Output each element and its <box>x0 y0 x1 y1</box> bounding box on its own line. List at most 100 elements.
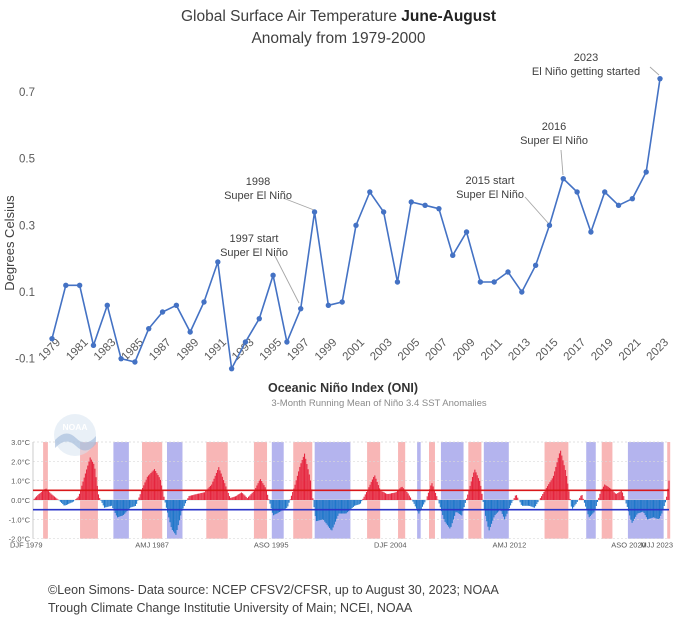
oni-bar <box>153 469 156 500</box>
oni-bar <box>88 461 90 500</box>
oni-bar <box>386 493 388 500</box>
oni-bar <box>431 483 433 500</box>
data-point <box>325 302 332 309</box>
annotation-1997: 1997 start Super El Niño <box>220 233 288 259</box>
oni-bar <box>620 490 622 500</box>
oni-bar <box>152 470 154 500</box>
oni-bar <box>63 500 65 506</box>
x-tick-label: 1997 <box>285 337 312 364</box>
oni-bar <box>242 493 244 500</box>
data-point <box>49 335 55 342</box>
oni-bar <box>477 478 479 500</box>
oni-bar <box>486 500 488 522</box>
oni-bar <box>641 500 643 513</box>
oni-bar <box>251 492 253 500</box>
oni-bar <box>457 500 459 514</box>
oni-bar <box>536 500 538 505</box>
data-point <box>560 175 566 182</box>
oni-bar <box>349 500 351 511</box>
oni-bar <box>387 494 389 500</box>
oni-bar <box>616 493 618 500</box>
oni-bar <box>118 500 120 518</box>
oni-bar <box>174 500 176 534</box>
oni-bar <box>128 500 131 509</box>
oni-bar <box>406 491 408 500</box>
oni-bar <box>76 497 78 500</box>
oni-bar <box>94 468 96 500</box>
oni-bar <box>389 493 391 500</box>
oni-bar <box>83 477 85 500</box>
oni-bar <box>592 500 594 514</box>
oni-bar <box>167 500 169 513</box>
oni-bar <box>591 500 593 515</box>
oni-y-tick-label: -2.0°C <box>9 535 31 544</box>
oni-bar <box>432 486 434 500</box>
oni-bar <box>329 500 331 529</box>
oni-bar <box>230 497 232 500</box>
data-point <box>284 339 290 345</box>
oni-bar <box>451 500 453 524</box>
oni-bar <box>181 500 183 512</box>
oni-bar <box>199 493 201 500</box>
x-tick-label: 2015 <box>534 337 561 364</box>
oni-bar <box>552 475 555 500</box>
oni-bar <box>102 500 104 506</box>
oni-bar <box>619 491 621 500</box>
oni-bar <box>544 489 546 500</box>
oni-bar <box>208 487 210 500</box>
oni-bar <box>218 467 220 500</box>
data-point <box>132 359 138 365</box>
annotation-2015: 2015 start Super El Niño <box>456 175 524 201</box>
data-point <box>505 269 511 275</box>
oni-bar <box>279 500 281 512</box>
oni-bar <box>71 500 73 503</box>
oni-bar <box>133 500 135 507</box>
oni-bar <box>580 495 582 500</box>
oni-bar <box>99 498 101 500</box>
oni-bar <box>298 471 300 500</box>
data-point <box>311 209 318 215</box>
oni-bar <box>228 496 231 500</box>
oni-bar <box>149 474 151 500</box>
oni-bar <box>80 489 82 500</box>
oni-bar <box>401 486 403 500</box>
data-point <box>477 279 484 285</box>
oni-bar <box>339 500 341 514</box>
data-point <box>270 272 276 279</box>
annotation-1998: 1998 Super El Niño <box>224 176 292 202</box>
oni-bar <box>146 476 148 500</box>
oni-bar <box>348 500 350 512</box>
oni-bar <box>469 485 471 500</box>
oni-bar <box>613 492 615 500</box>
oni-bar <box>139 494 141 500</box>
oni-bar <box>587 500 589 515</box>
oni-bar <box>608 487 610 500</box>
oni-bar <box>442 500 444 516</box>
oni-bar <box>77 496 79 500</box>
oni-bar <box>147 475 150 500</box>
oni-bar <box>352 500 354 507</box>
data-point <box>588 229 594 235</box>
oni-bar <box>286 500 288 509</box>
oni-bar <box>117 500 119 518</box>
oni-bar <box>558 453 560 500</box>
oni-bar <box>290 495 292 500</box>
oni-bar <box>219 470 221 500</box>
oni-y-tick-label: 2.0°C <box>11 457 30 466</box>
oni-bar <box>527 500 529 506</box>
x-tick-label: 2009 <box>451 337 478 364</box>
oni-bar <box>257 483 259 500</box>
oni-bar <box>395 492 397 500</box>
oni-bar <box>455 500 457 513</box>
oni-bar <box>567 483 569 500</box>
oni-bar <box>480 485 482 500</box>
oni-bar <box>358 500 360 505</box>
oni-bar <box>52 495 54 500</box>
oni-bar <box>344 500 346 514</box>
x-tick-label: 2001 <box>341 337 368 364</box>
oni-bar <box>115 500 117 516</box>
oni-bar <box>444 500 446 522</box>
oni-bar <box>556 462 558 500</box>
oni-bar <box>346 500 348 513</box>
oni-bar <box>410 497 412 500</box>
